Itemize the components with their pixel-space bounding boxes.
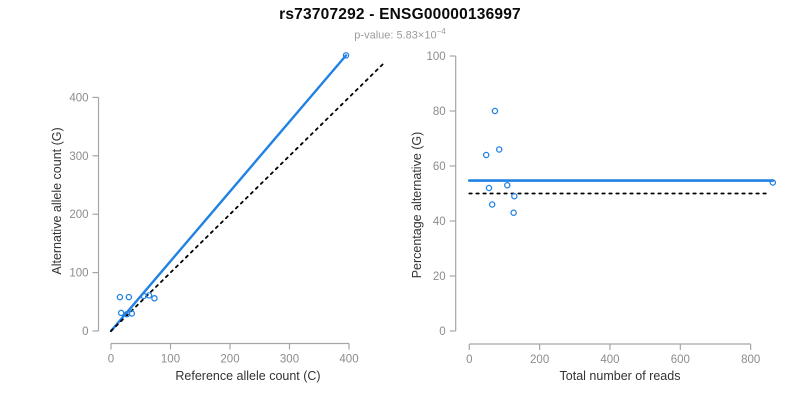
x-tick-label: 400	[600, 354, 619, 366]
y-tick-label: 80	[433, 106, 446, 118]
data-point	[125, 293, 133, 301]
x-tick-label: 800	[741, 354, 760, 366]
y-tick-label: 100	[427, 51, 446, 63]
figure-subtitle: p-value: 5.83×10−4	[0, 27, 800, 42]
data-point	[482, 151, 490, 159]
data-point	[495, 146, 503, 153]
left-x-axis-title: Reference allele count (C)	[175, 369, 321, 383]
x-tick-label: 300	[280, 354, 299, 366]
y-tick-label: 200	[69, 209, 88, 221]
y-tick-label: 0	[439, 326, 445, 338]
pvalue-text: p-value: 5.83×10	[354, 29, 437, 42]
percentage-vs-reads-scatter: 0 20 40 60 80 100 0 200 400 600 800	[427, 51, 777, 366]
identity-line	[110, 61, 386, 332]
y-tick-label: 300	[69, 151, 88, 163]
y-tick-label: 0	[82, 326, 88, 338]
data-point	[491, 107, 499, 115]
x-tick-label: 100	[161, 354, 180, 366]
x-tick-label: 0	[108, 354, 114, 366]
data-point	[485, 184, 493, 192]
y-tick-label: 60	[433, 161, 446, 173]
x-tick-label: 200	[220, 354, 239, 366]
data-point	[511, 192, 518, 200]
data-point	[128, 310, 136, 317]
x-tick-label: 0	[466, 354, 472, 366]
pvalue-exponent: −4	[436, 27, 446, 36]
data-point	[510, 209, 517, 216]
data-point	[769, 179, 777, 186]
allele-counts-scatter: 0 100 200 300 400 0 100 200 300 400	[69, 52, 386, 366]
regression-line	[109, 54, 348, 333]
y-tick-label: 100	[69, 268, 88, 280]
x-tick-label: 400	[339, 354, 358, 366]
data-point	[504, 181, 511, 189]
data-point	[117, 309, 125, 317]
y-tick-label: 40	[433, 216, 446, 228]
data-point	[488, 201, 496, 208]
figure-title: rs73707292 - ENSG00000136997	[279, 6, 521, 23]
data-point	[116, 293, 124, 301]
x-tick-label: 200	[530, 354, 549, 366]
data-point	[342, 52, 350, 59]
right-x-axis-title: Total number of reads	[559, 369, 681, 383]
y-tick-label: 400	[69, 92, 88, 104]
data-point	[145, 292, 153, 299]
x-tick-label: 600	[671, 354, 690, 366]
right-y-axis-title: Percentage alternative (G)	[410, 131, 424, 279]
y-tick-label: 20	[433, 271, 446, 283]
data-point	[151, 295, 158, 302]
left-y-axis-title: Alternative allele count (G)	[50, 127, 64, 275]
